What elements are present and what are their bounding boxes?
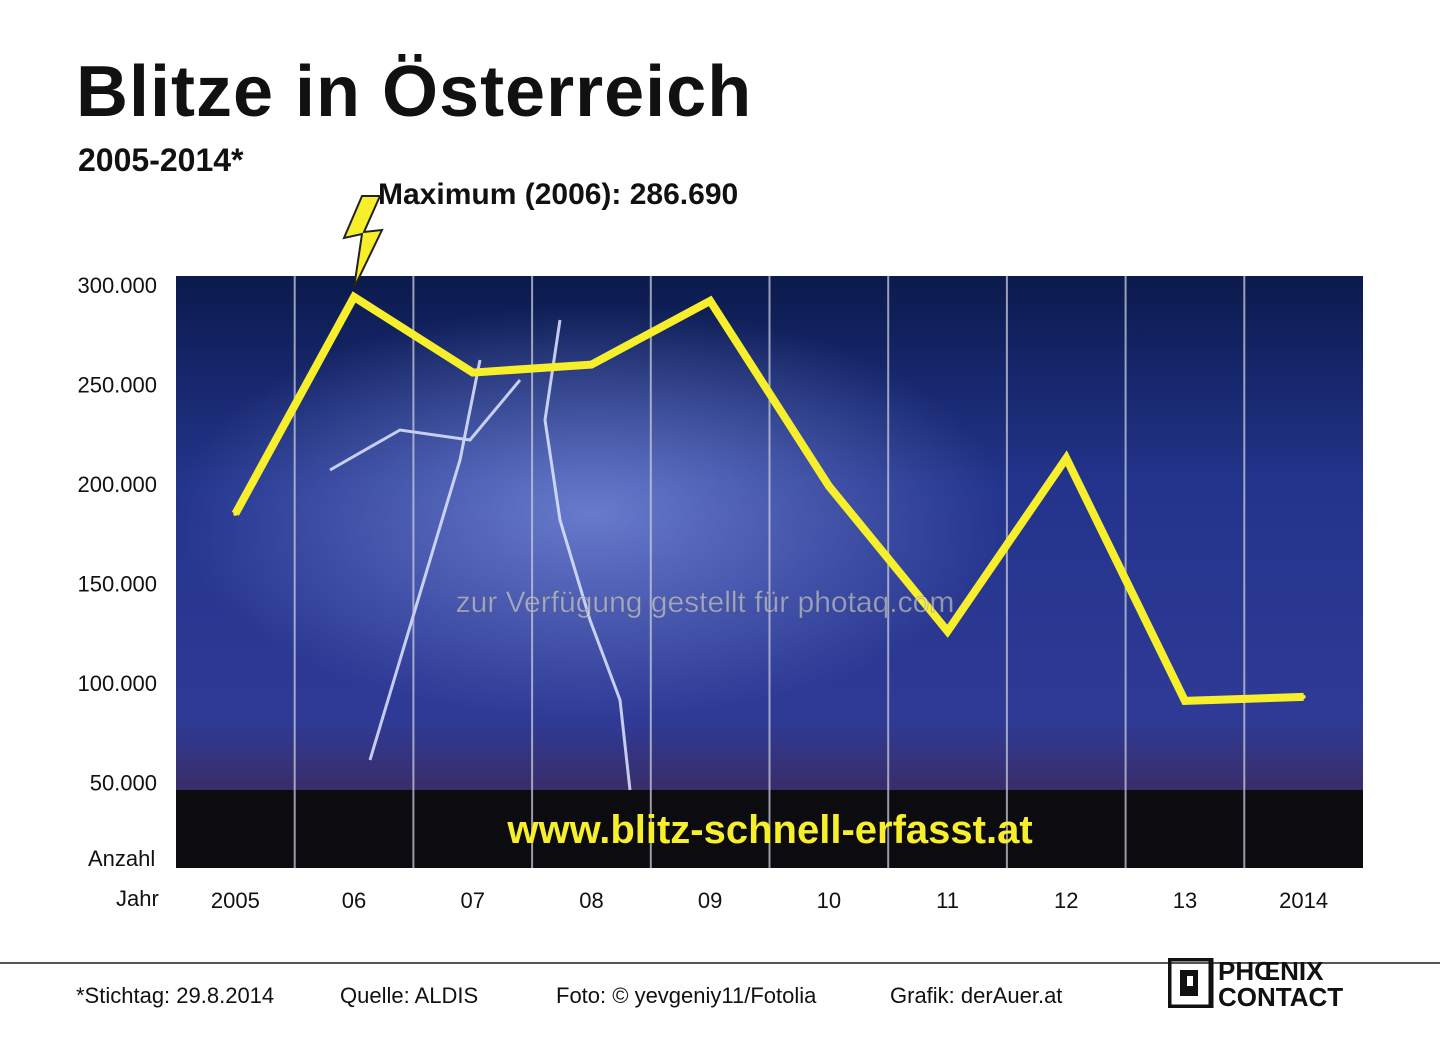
series-line xyxy=(231,291,1306,705)
data-point xyxy=(352,294,357,299)
data-point xyxy=(1064,456,1069,461)
footer-stichtag: *Stichtag: 29.8.2014 xyxy=(76,983,275,1008)
grid-lines xyxy=(293,276,1246,868)
data-point xyxy=(945,629,950,634)
x-axis-label: Jahr xyxy=(116,886,159,911)
website-url: www.blitz-schnell-erfasst.at xyxy=(506,808,1032,852)
footer-grafik: Grafik: derAuer.at xyxy=(890,983,1063,1008)
x-tick-label: 11 xyxy=(936,888,959,913)
lightning-bolt-icon xyxy=(342,195,384,289)
y-axis-label: Anzahl xyxy=(88,846,156,871)
x-tick-label: 09 xyxy=(698,888,722,913)
data-point xyxy=(589,362,594,367)
y-axis-ticks: 50.000 100.000 150.000 200.000 250.000 300.00… xyxy=(77,273,157,796)
y-tick-label: 300.000 xyxy=(77,273,157,298)
logo-line2: CONTACT xyxy=(1218,982,1343,1008)
watermark: zur Verfügung gestellt für photaq.com xyxy=(456,586,955,619)
data-point xyxy=(470,370,475,375)
data-point xyxy=(708,298,713,303)
x-tick-label: 07 xyxy=(461,888,485,913)
chart-subtitle: 2005-2014* xyxy=(78,142,244,178)
x-tick-label: 08 xyxy=(579,888,603,913)
x-tick-label: 12 xyxy=(1054,888,1078,913)
y-tick-label: 100.000 xyxy=(77,671,157,696)
x-tick-label: 2014 xyxy=(1279,888,1328,913)
footer-foto: Foto: © yevgeniy11/Fotolia xyxy=(556,983,817,1008)
x-tick-label: 06 xyxy=(342,888,366,913)
maximum-annotation: Maximum (2006): 286.690 xyxy=(378,178,739,211)
data-point xyxy=(826,483,831,488)
y-tick-label: 250.000 xyxy=(77,373,157,398)
series-line-path xyxy=(231,291,1304,705)
data-point xyxy=(233,511,238,516)
y-tick-label: 200.000 xyxy=(77,472,157,497)
chart-title: Blitze in Österreich xyxy=(76,52,753,132)
data-point xyxy=(1182,698,1187,703)
x-tick-label: 2005 xyxy=(211,888,260,913)
data-point xyxy=(1301,694,1306,699)
footer-quelle: Quelle: ALDIS xyxy=(340,983,479,1008)
x-tick-label: 10 xyxy=(817,888,841,913)
logo-line1: PHŒNIX xyxy=(1218,958,1324,986)
y-tick-label: 150.000 xyxy=(77,572,157,597)
footer-divider xyxy=(0,962,1440,964)
x-axis-ticks: 2005 06 07 08 09 10 11 12 13 2014 xyxy=(211,888,1328,913)
phoenix-contact-logo: PHŒNIX CONTACT xyxy=(1168,958,1343,1008)
x-tick-label: 13 xyxy=(1173,888,1197,913)
lightning-bolt-photo xyxy=(329,319,632,791)
y-tick-label: 50.000 xyxy=(90,771,157,796)
